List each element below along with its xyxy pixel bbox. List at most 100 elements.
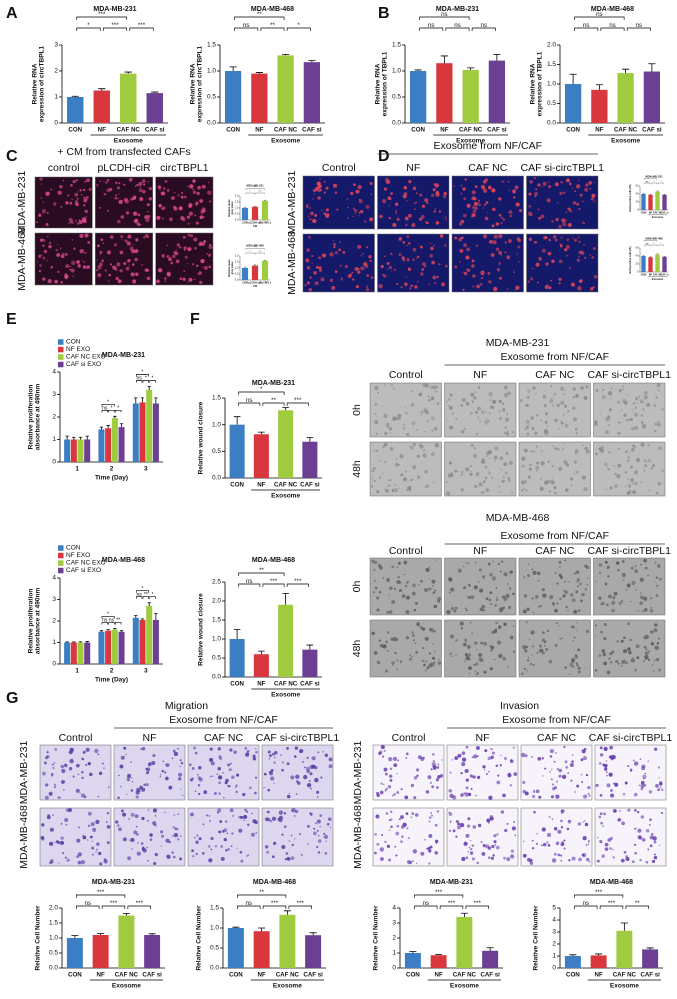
cell-texture bbox=[649, 824, 651, 826]
cell-texture bbox=[267, 750, 271, 754]
cell-texture bbox=[317, 851, 321, 854]
cell-texture bbox=[190, 234, 194, 238]
cell-texture bbox=[65, 201, 69, 205]
cell-texture bbox=[99, 862, 103, 866]
cell-texture bbox=[565, 765, 569, 769]
cell-texture bbox=[640, 787, 644, 791]
micrograph bbox=[39, 807, 112, 867]
cell-texture bbox=[525, 403, 529, 408]
cell-texture bbox=[531, 597, 534, 600]
cell-texture bbox=[478, 657, 483, 662]
cell-texture bbox=[131, 777, 133, 779]
bar bbox=[111, 629, 118, 664]
bar bbox=[462, 69, 479, 123]
cell-texture bbox=[437, 661, 442, 665]
cell-texture bbox=[305, 258, 310, 263]
x-tick-label: NF bbox=[98, 127, 106, 134]
x-tick-label: NF bbox=[595, 127, 603, 134]
cell-texture bbox=[471, 400, 474, 403]
cell-texture bbox=[449, 462, 452, 465]
cell-texture bbox=[38, 213, 42, 217]
cell-texture bbox=[577, 609, 581, 612]
cell-texture bbox=[558, 768, 563, 773]
cell-texture bbox=[626, 459, 630, 463]
cell-texture bbox=[638, 395, 641, 398]
cell-texture bbox=[313, 271, 317, 275]
cell-texture bbox=[388, 756, 393, 762]
cell-texture bbox=[623, 851, 627, 854]
cell-texture bbox=[550, 279, 553, 282]
cell-texture bbox=[655, 396, 658, 399]
error-bar bbox=[113, 628, 117, 630]
y-axis-label: Relative Cell Number bbox=[373, 905, 380, 970]
cell-texture bbox=[455, 417, 458, 420]
cell-texture bbox=[588, 860, 591, 863]
cell-texture bbox=[374, 833, 377, 836]
cell-texture bbox=[544, 645, 546, 647]
cell-texture bbox=[392, 756, 398, 761]
cell-texture bbox=[394, 462, 399, 467]
bar bbox=[152, 619, 159, 664]
cell-texture bbox=[630, 658, 635, 663]
cell-texture bbox=[139, 196, 144, 201]
cell-texture bbox=[267, 788, 271, 792]
significance-label: ns bbox=[635, 22, 642, 29]
cell-texture bbox=[654, 623, 658, 627]
cell-texture bbox=[187, 281, 189, 283]
cell-texture bbox=[320, 277, 325, 282]
cell-texture bbox=[621, 660, 626, 664]
cell-texture bbox=[654, 430, 657, 433]
cell-texture bbox=[378, 751, 382, 755]
cell-texture bbox=[542, 181, 547, 186]
cell-texture bbox=[40, 183, 43, 185]
cell-texture bbox=[283, 812, 287, 815]
cell-texture bbox=[618, 388, 623, 393]
cell-texture bbox=[153, 861, 157, 866]
cell-texture bbox=[419, 626, 423, 629]
cell-texture bbox=[188, 277, 193, 282]
bar bbox=[146, 390, 153, 462]
cell-texture bbox=[412, 639, 416, 642]
cell-texture bbox=[156, 279, 160, 284]
cell-texture bbox=[226, 832, 229, 835]
cell-texture bbox=[208, 815, 211, 817]
cell-texture bbox=[405, 636, 409, 640]
cell-texture bbox=[509, 784, 512, 787]
cell-texture bbox=[557, 448, 561, 451]
cell-texture bbox=[203, 790, 208, 794]
bar bbox=[488, 60, 506, 123]
cell-texture bbox=[625, 419, 627, 421]
cell-texture bbox=[472, 453, 478, 459]
cell-texture bbox=[329, 252, 334, 257]
cell-texture bbox=[243, 814, 248, 820]
cell-texture bbox=[559, 191, 563, 196]
cell-texture bbox=[469, 851, 474, 855]
cell-texture bbox=[657, 389, 660, 392]
y-axis-label: Relative RNAexpression of circTBPL1 bbox=[189, 46, 203, 123]
significance-label: *** bbox=[138, 22, 146, 29]
y-axis-label: Relative Cell Number bbox=[35, 905, 42, 970]
bar bbox=[430, 955, 447, 968]
cell-texture bbox=[207, 190, 212, 195]
cell-texture bbox=[375, 432, 378, 435]
cell-texture bbox=[577, 666, 581, 670]
cell-texture bbox=[482, 765, 486, 769]
cell-texture bbox=[426, 419, 429, 423]
cell-texture bbox=[103, 858, 107, 862]
bar bbox=[641, 256, 646, 272]
cell-texture bbox=[587, 792, 590, 795]
cell-texture bbox=[542, 775, 544, 777]
cell-texture bbox=[168, 785, 173, 790]
cell-texture bbox=[460, 772, 463, 775]
cell-texture bbox=[305, 204, 309, 208]
cell-texture bbox=[606, 783, 611, 788]
cell-texture bbox=[643, 469, 646, 472]
cell-texture bbox=[307, 843, 309, 845]
cell-texture bbox=[471, 844, 475, 847]
cell-texture bbox=[643, 558, 647, 563]
cell-texture bbox=[555, 218, 559, 222]
cell-texture bbox=[508, 587, 512, 590]
cell-texture bbox=[547, 844, 551, 847]
cell-texture bbox=[236, 847, 238, 850]
cell-texture bbox=[608, 755, 612, 759]
